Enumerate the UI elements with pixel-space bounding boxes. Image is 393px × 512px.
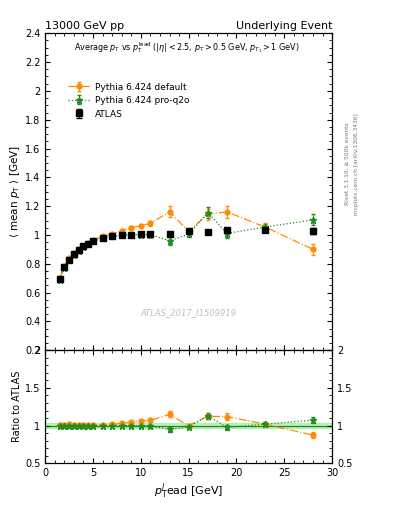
Bar — [45, 423, 332, 428]
Legend: Pythia 6.424 default, Pythia 6.424 pro-q2o, ATLAS: Pythia 6.424 default, Pythia 6.424 pro-q… — [64, 79, 193, 122]
Text: mcplots.cern.ch [arXiv:1306.3436]: mcplots.cern.ch [arXiv:1306.3436] — [354, 113, 359, 215]
Text: Underlying Event: Underlying Event — [235, 21, 332, 31]
Text: Average $p_\mathrm{T}$ vs $p_\mathrm{T}^{\mathrm{lead}}$ ($|\eta| < 2.5$, $p_\ma: Average $p_\mathrm{T}$ vs $p_\mathrm{T}^… — [74, 39, 299, 55]
Y-axis label: Ratio to ATLAS: Ratio to ATLAS — [12, 371, 22, 442]
Text: 13000 GeV pp: 13000 GeV pp — [45, 21, 124, 31]
Text: ATLAS_2017_I1509919: ATLAS_2017_I1509919 — [141, 308, 237, 316]
Y-axis label: $\langle$ mean $p_\mathrm{T}$ $\rangle$ [GeV]: $\langle$ mean $p_\mathrm{T}$ $\rangle$ … — [8, 145, 22, 238]
Text: Rivet 3.1.10, ≥ 500k events: Rivet 3.1.10, ≥ 500k events — [345, 122, 350, 205]
X-axis label: $p_\mathrm{T}^{l}$ead [GeV]: $p_\mathrm{T}^{l}$ead [GeV] — [154, 481, 223, 501]
